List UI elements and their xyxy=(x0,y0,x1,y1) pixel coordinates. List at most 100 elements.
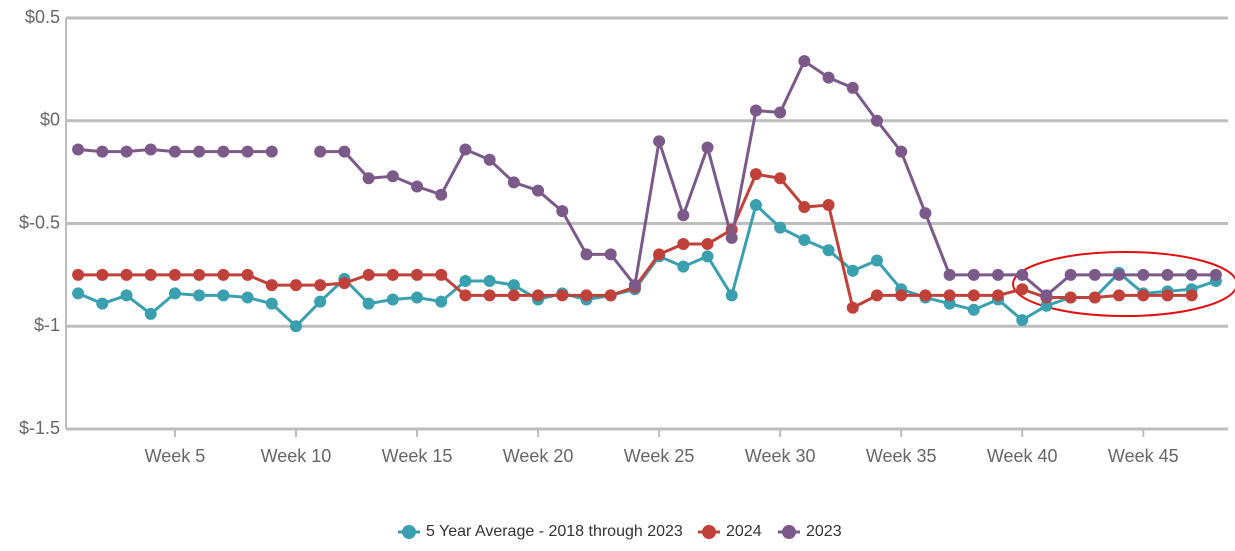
point xyxy=(362,268,375,281)
point xyxy=(338,277,351,290)
point xyxy=(677,209,690,222)
point xyxy=(483,275,496,288)
point xyxy=(168,287,181,300)
x-tick-label: Week 40 xyxy=(987,446,1058,466)
point xyxy=(459,143,472,156)
point xyxy=(265,297,278,310)
point xyxy=(895,289,908,302)
legend-label: 5 Year Average - 2018 through 2023 xyxy=(426,523,683,540)
point xyxy=(507,176,520,189)
point xyxy=(895,145,908,158)
legend-marker xyxy=(782,525,796,539)
point xyxy=(193,289,206,302)
point xyxy=(701,250,714,263)
point xyxy=(798,233,811,246)
point xyxy=(314,279,327,292)
point xyxy=(822,244,835,257)
x-tick-label: Week 5 xyxy=(145,446,206,466)
point xyxy=(265,145,278,158)
point xyxy=(919,289,932,302)
point xyxy=(798,55,811,68)
point xyxy=(774,106,787,119)
x-tick-label: Week 25 xyxy=(624,446,695,466)
y-tick-label: $0.5 xyxy=(25,7,60,27)
point xyxy=(241,291,254,304)
point xyxy=(870,289,883,302)
point xyxy=(265,279,278,292)
point xyxy=(870,254,883,267)
point xyxy=(1016,314,1029,327)
point xyxy=(943,268,956,281)
point xyxy=(1209,268,1222,281)
grid xyxy=(66,16,1228,431)
point xyxy=(144,268,157,281)
point xyxy=(653,135,666,148)
point xyxy=(798,201,811,214)
point xyxy=(725,289,738,302)
point xyxy=(774,172,787,185)
point xyxy=(411,291,424,304)
legend-marker xyxy=(702,525,716,539)
point xyxy=(1016,283,1029,296)
point xyxy=(1137,268,1150,281)
point xyxy=(217,145,230,158)
point xyxy=(677,260,690,273)
point xyxy=(1113,289,1126,302)
point xyxy=(822,199,835,212)
point xyxy=(362,172,375,185)
x-tick-label: Week 10 xyxy=(261,446,332,466)
point xyxy=(749,104,762,117)
point xyxy=(774,221,787,234)
point xyxy=(72,287,85,300)
point xyxy=(435,188,448,201)
point xyxy=(193,145,206,158)
point xyxy=(870,114,883,127)
point xyxy=(459,275,472,288)
x-tick-label: Week 35 xyxy=(866,446,937,466)
point xyxy=(411,180,424,193)
point xyxy=(967,289,980,302)
point xyxy=(992,268,1005,281)
point xyxy=(1185,268,1198,281)
point xyxy=(507,289,520,302)
point xyxy=(967,268,980,281)
point xyxy=(943,289,956,302)
point xyxy=(459,289,472,302)
point xyxy=(386,293,399,306)
point xyxy=(411,268,424,281)
point xyxy=(1137,289,1150,302)
point xyxy=(168,268,181,281)
point xyxy=(1088,291,1101,304)
point xyxy=(992,289,1005,302)
point xyxy=(217,268,230,281)
point xyxy=(725,231,738,244)
point xyxy=(628,279,641,292)
point xyxy=(749,199,762,212)
point xyxy=(580,248,593,261)
point xyxy=(289,320,302,333)
y-tick-label: $-0.5 xyxy=(19,212,60,232)
point xyxy=(193,268,206,281)
legend: 5 Year Average - 2018 through 2023 2024 20… xyxy=(398,523,842,540)
point xyxy=(943,297,956,310)
legend-label: 2024 xyxy=(726,523,762,540)
highlight-ellipse xyxy=(1012,251,1235,317)
point xyxy=(386,268,399,281)
point xyxy=(314,295,327,308)
point xyxy=(435,295,448,308)
legend-marker xyxy=(402,525,416,539)
point xyxy=(483,289,496,302)
point xyxy=(144,143,157,156)
point xyxy=(532,289,545,302)
point xyxy=(1040,299,1053,312)
point xyxy=(168,145,181,158)
point xyxy=(120,289,133,302)
point xyxy=(483,153,496,166)
point xyxy=(96,145,109,158)
point xyxy=(604,248,617,261)
point xyxy=(120,268,133,281)
point xyxy=(1088,268,1101,281)
point xyxy=(822,71,835,84)
point xyxy=(96,268,109,281)
